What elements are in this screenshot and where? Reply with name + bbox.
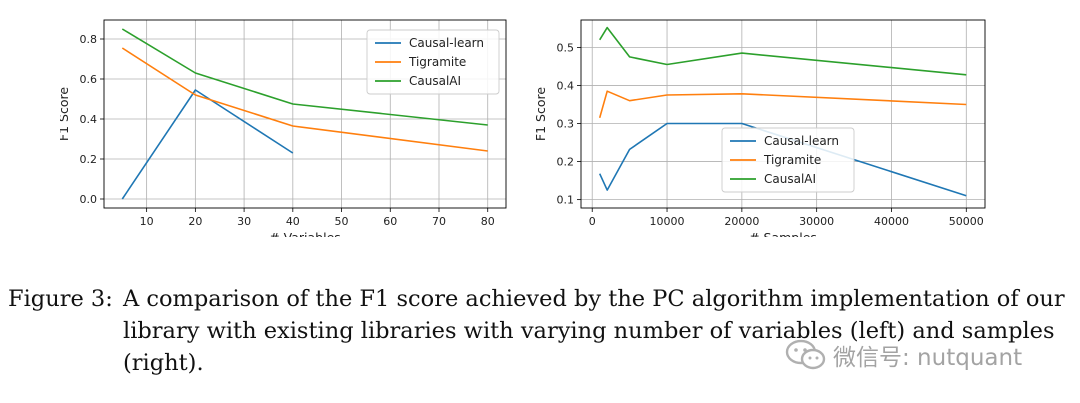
- caption-label: Figure 3:: [8, 286, 113, 312]
- series-line-tigramite: [121, 47, 488, 152]
- x-tick-label: 70: [432, 215, 446, 228]
- x-tick-label: 10: [140, 215, 154, 228]
- y-tick-label: 0.2: [80, 153, 98, 166]
- x-tick-label: 30: [237, 215, 251, 228]
- x-tick-label: 40: [286, 215, 300, 228]
- y-axis-label: F1 Score: [60, 87, 71, 141]
- x-tick-label: 80: [481, 215, 495, 228]
- y-tick-label: 0.8: [80, 33, 98, 46]
- legend-label: CausalAI: [764, 172, 816, 186]
- chart-variables: 10 20 30 40 50 60 70 80 0.0 0.2 0.4 0.6 0.8 # Variabl…: [60, 19, 507, 237]
- legend-box: [721, 127, 855, 193]
- y-tick-label: 0.3: [557, 118, 575, 131]
- series-line-tigramite: [598, 90, 967, 119]
- series-line-causalai: [599, 26, 967, 76]
- series-line-causal-learn: [121, 89, 294, 200]
- y-tick-label: 0.4: [557, 79, 575, 92]
- x-tick-label: 60: [383, 215, 397, 228]
- y-tick-label: 0.1: [557, 194, 575, 207]
- wechat-icon: [785, 339, 826, 370]
- plot-frame: [580, 19, 986, 209]
- y-tick-label: 0.6: [80, 73, 98, 86]
- x-axis-label: # Variables: [269, 230, 341, 237]
- watermark-text: 微信号: nutquant: [833, 345, 1023, 371]
- x-tick-label: 10000: [650, 215, 685, 228]
- legend-label: CausalAI: [409, 74, 461, 88]
- watermark: 微信号: nutquant: [785, 338, 1022, 372]
- x-tick-label: 20000: [724, 215, 759, 228]
- y-axis-label: F1 Score: [535, 87, 548, 141]
- legend-label: Tigramite: [408, 55, 466, 69]
- x-tick-label: 20: [188, 215, 202, 228]
- caption-text: A comparison of the F1 score achieved by…: [123, 286, 1065, 376]
- series-line-causalai: [121, 28, 488, 126]
- y-tick-label: 0.0: [80, 193, 98, 206]
- y-tick-label: 0.2: [557, 156, 575, 169]
- x-tick-label: 0: [589, 215, 596, 228]
- x-axis-label: # Samples: [749, 230, 817, 237]
- plot-frame: [103, 19, 507, 209]
- chart-samples: 0 10000 20000 30000 40000 50000 0.1 0.2 0.3 0.4 0.…: [535, 19, 986, 237]
- figure-caption: Figure 3: A comparison of the F1 score a…: [8, 283, 1076, 379]
- legend-label: Causal-learn: [409, 36, 484, 50]
- x-tick-label: 50: [335, 215, 349, 228]
- x-tick-label: 30000: [799, 215, 834, 228]
- legend-box: [366, 29, 500, 95]
- x-tick-label: 40000: [874, 215, 909, 228]
- y-tick-label: 0.5: [557, 41, 575, 54]
- x-tick-label: 50000: [949, 215, 984, 228]
- legend-label: Tigramite: [763, 153, 821, 167]
- legend-label: Causal-learn: [764, 134, 839, 148]
- y-tick-label: 0.4: [80, 113, 98, 126]
